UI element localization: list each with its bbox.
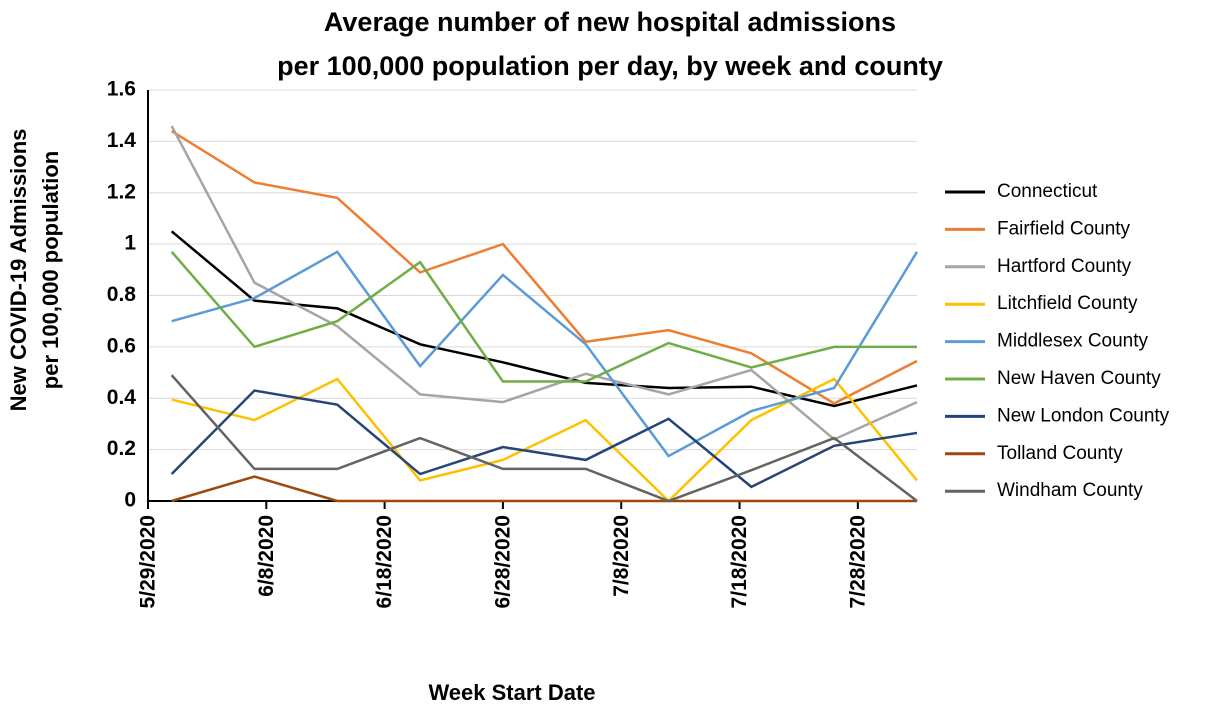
series-line [171,130,918,405]
series-line [171,475,917,503]
y-tick-label: 1.2 [107,180,136,203]
legend-label: New Haven County [997,368,1161,389]
legend-label: Tolland County [997,443,1123,464]
legend-label: Windham County [997,480,1143,501]
legend-label: Hartford County [997,256,1132,277]
chart-title: per 100,000 population per day, by week … [277,51,943,81]
x-tick-label: 7/18/2020 [728,515,751,608]
y-tick-label: 1 [124,232,136,255]
y-tick-label: 1.6 [107,78,136,101]
x-tick-label: 5/29/2020 [137,515,160,608]
y-tick-label: 0.6 [107,334,136,357]
y-axis-label: per 100,000 population [38,151,63,389]
series-line [170,389,918,489]
legend-label: Litchfield County [997,293,1138,314]
y-tick-label: 1.4 [107,129,137,152]
series-line [170,230,918,408]
legend-label: Connecticut [997,181,1098,202]
y-tick-label: 0 [124,489,136,512]
series-line [171,250,919,458]
legend-label: New London County [997,405,1170,426]
y-tick-label: 0.8 [107,283,137,306]
x-axis-label: Week Start Date [428,680,595,705]
series-line [170,374,918,503]
x-tick-label: 6/28/2020 [491,515,514,608]
x-tick-label: 7/28/2020 [846,515,869,608]
legend-label: Fairfield County [997,218,1131,239]
series-line [170,251,917,383]
series-line [170,125,918,441]
x-tick-label: 7/8/2020 [610,515,633,597]
y-axis-label: New COVID-19 Admissions [6,129,31,412]
y-tick-label: 0.4 [107,386,137,409]
legend-label: Middlesex County [997,331,1149,352]
x-tick-label: 6/18/2020 [373,515,396,608]
chart-title: Average number of new hospital admission… [324,7,896,37]
y-tick-label: 0.2 [107,437,136,460]
x-tick-label: 6/8/2020 [255,515,278,597]
